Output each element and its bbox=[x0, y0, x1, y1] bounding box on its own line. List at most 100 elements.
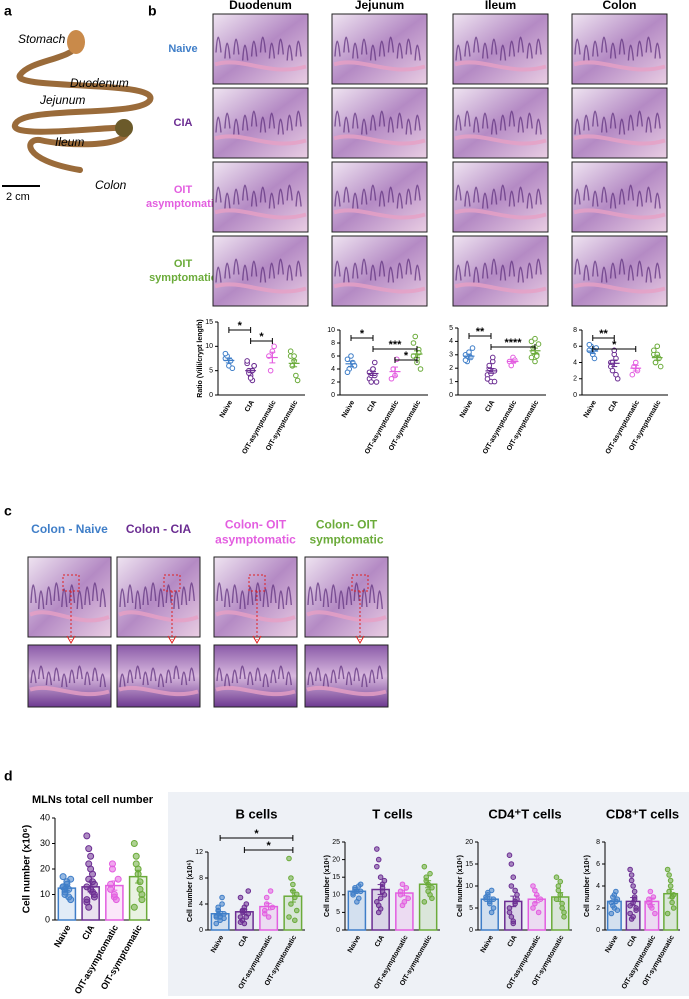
tissue-band bbox=[214, 60, 307, 72]
histology-image bbox=[571, 87, 668, 159]
y-axis-label: Ratio (Villi/crypt length) bbox=[197, 319, 204, 397]
data-point bbox=[512, 887, 518, 894]
row-header: Naive bbox=[168, 43, 197, 55]
significance-label: * bbox=[266, 840, 271, 852]
tissue-band bbox=[573, 282, 666, 294]
data-point bbox=[83, 898, 91, 906]
y-tick-label: 20 bbox=[465, 839, 473, 846]
y-tick-label: 0 bbox=[449, 392, 453, 399]
y-tick-label: 0 bbox=[469, 927, 473, 934]
tissue-band bbox=[306, 685, 387, 697]
data-point bbox=[553, 896, 560, 903]
data-point bbox=[219, 894, 225, 901]
data-point bbox=[611, 892, 618, 898]
significance-label: * bbox=[360, 328, 365, 340]
tissue-band bbox=[29, 610, 110, 623]
tissue-band bbox=[333, 60, 426, 72]
data-point bbox=[251, 363, 257, 369]
y-tick-label: 15 bbox=[465, 861, 473, 868]
data-point bbox=[667, 883, 674, 889]
y-tick-label: 4 bbox=[573, 359, 577, 366]
data-point bbox=[132, 860, 140, 868]
data-point bbox=[610, 903, 616, 909]
data-point bbox=[229, 365, 236, 372]
data-point bbox=[261, 910, 268, 917]
data-point bbox=[429, 895, 435, 902]
tissue-band bbox=[573, 134, 666, 146]
y-tick-label: 0 bbox=[209, 392, 213, 399]
tissue-band bbox=[454, 60, 547, 72]
data-point bbox=[530, 905, 536, 911]
data-point bbox=[412, 333, 419, 340]
data-point bbox=[108, 860, 116, 868]
stomach bbox=[67, 30, 85, 54]
y-tick-label: 2 bbox=[596, 905, 600, 912]
significance-label: **** bbox=[504, 337, 522, 349]
data-point bbox=[286, 914, 292, 920]
tissue-band bbox=[454, 208, 547, 220]
data-point bbox=[484, 376, 491, 382]
data-point bbox=[627, 903, 633, 909]
significance-label: * bbox=[238, 320, 243, 332]
row-header: OIT bbox=[174, 258, 193, 270]
data-point bbox=[421, 863, 428, 870]
data-point bbox=[377, 895, 384, 902]
tissue-texture bbox=[119, 582, 195, 610]
histology-image bbox=[452, 235, 549, 307]
tissue-band bbox=[214, 282, 307, 294]
y-tick-label: 15 bbox=[205, 319, 213, 326]
data-point bbox=[410, 340, 417, 346]
row-header: symptomatic bbox=[149, 272, 217, 284]
tissue-texture bbox=[455, 184, 542, 209]
data-point bbox=[344, 369, 351, 376]
tissue-band bbox=[333, 208, 426, 220]
data-point bbox=[421, 899, 428, 905]
histology-image bbox=[27, 644, 112, 708]
data-point bbox=[553, 874, 560, 881]
y-tick-label: 0 bbox=[199, 927, 203, 934]
data-point bbox=[357, 888, 364, 895]
data-point bbox=[397, 888, 404, 895]
data-point bbox=[647, 888, 654, 895]
data-point bbox=[469, 345, 476, 351]
data-point bbox=[89, 870, 97, 878]
y-tick-label: 2 bbox=[331, 379, 335, 386]
data-point bbox=[535, 909, 542, 916]
zoom-arrowhead bbox=[167, 635, 177, 645]
data-point bbox=[138, 896, 146, 904]
tissue-band bbox=[573, 208, 666, 220]
y-tick-label: 12 bbox=[195, 849, 203, 856]
significance-label: * bbox=[404, 350, 409, 362]
data-point bbox=[462, 357, 469, 363]
data-point bbox=[532, 335, 538, 342]
data-point bbox=[532, 887, 538, 894]
organ-label: Ileum bbox=[55, 135, 84, 149]
data-point bbox=[631, 888, 638, 895]
data-point bbox=[586, 341, 593, 348]
data-point bbox=[627, 910, 633, 917]
data-point bbox=[263, 894, 270, 901]
y-tick-label: 4 bbox=[331, 366, 335, 373]
data-point bbox=[670, 905, 677, 911]
data-point bbox=[348, 353, 354, 359]
data-point bbox=[245, 888, 252, 894]
y-tick-label: 20 bbox=[40, 863, 50, 873]
tissue-texture bbox=[334, 110, 421, 135]
panel-c-title: asymptomatic bbox=[215, 533, 296, 547]
y-tick-label: 1 bbox=[449, 378, 453, 385]
data-point bbox=[399, 902, 406, 909]
data-point bbox=[537, 896, 544, 903]
panel-label: c bbox=[4, 503, 12, 519]
data-point bbox=[388, 375, 395, 382]
y-tick-label: 8 bbox=[331, 340, 335, 347]
data-point bbox=[271, 343, 277, 350]
data-point bbox=[130, 903, 138, 911]
y-tick-label: 0 bbox=[596, 927, 600, 934]
data-point bbox=[490, 896, 497, 903]
histology-image bbox=[212, 87, 309, 159]
data-point bbox=[371, 359, 378, 366]
data-point bbox=[528, 354, 535, 361]
data-point bbox=[485, 889, 491, 896]
row-header: CIA bbox=[174, 117, 193, 129]
